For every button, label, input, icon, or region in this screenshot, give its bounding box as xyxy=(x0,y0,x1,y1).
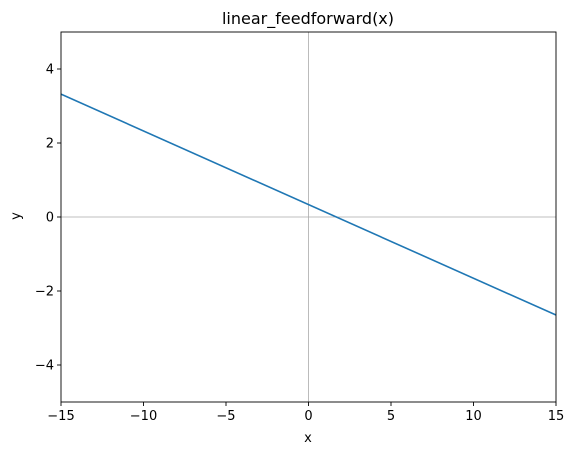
x-tick-label: −15 xyxy=(47,409,74,424)
x-tick-label: −10 xyxy=(130,409,157,424)
x-axis-label: x xyxy=(304,431,312,446)
y-tick-label: −4 xyxy=(35,359,54,374)
x-tick-label: 15 xyxy=(548,409,565,424)
y-axis-label: y xyxy=(9,212,24,220)
x-tick-label: 10 xyxy=(465,409,482,424)
x-tick-label: 5 xyxy=(387,409,395,424)
plot-area: −15 −10 −5 0 5 10 15 −4 −2 0 2 4 xyxy=(35,31,565,424)
y-tick-label: 4 xyxy=(46,63,54,78)
x-tick-label: 0 xyxy=(304,409,312,424)
chart-title: linear_feedforward(x) xyxy=(222,9,394,29)
x-tick-label: −5 xyxy=(216,409,235,424)
y-tick-label: −2 xyxy=(35,285,54,300)
y-tick-label: 0 xyxy=(46,211,54,226)
series-line-0 xyxy=(61,93,556,316)
y-tick-label: 2 xyxy=(46,137,54,152)
